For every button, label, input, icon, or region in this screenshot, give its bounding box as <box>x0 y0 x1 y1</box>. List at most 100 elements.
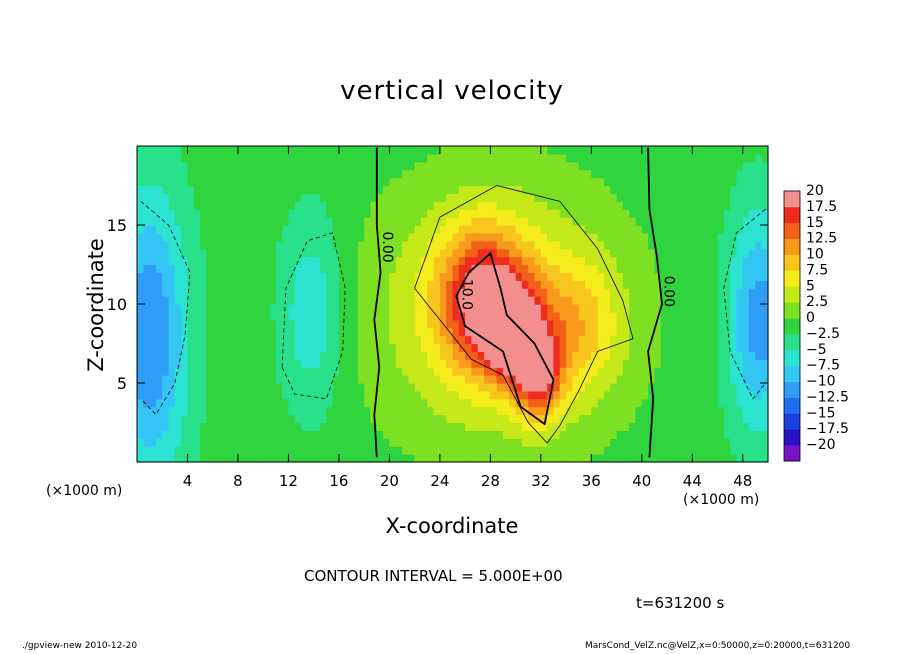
heatmap-cell <box>534 383 542 392</box>
heatmap-cell <box>237 398 245 408</box>
heatmap-cell <box>338 256 346 266</box>
heatmap-cell <box>521 398 529 408</box>
heatmap-cell <box>275 454 283 463</box>
heatmap-cell <box>458 390 466 400</box>
heatmap-cell <box>502 319 510 329</box>
heatmap-cell <box>168 169 176 179</box>
heatmap-cell <box>225 209 233 218</box>
heatmap-cell <box>641 454 649 463</box>
heatmap-cell <box>376 311 384 321</box>
heatmap-cell <box>490 367 498 376</box>
heatmap-cell <box>162 343 170 352</box>
heatmap-cell <box>679 288 687 297</box>
heatmap-cell <box>408 217 416 226</box>
heatmap-cell <box>736 177 744 187</box>
heatmap-cell <box>294 225 302 234</box>
heatmap-cell <box>269 422 277 431</box>
heatmap-cell <box>698 280 706 289</box>
heatmap-cell <box>641 319 649 329</box>
heatmap-cell <box>597 311 605 321</box>
heatmap-cell <box>332 367 340 376</box>
heatmap-cell <box>477 169 485 179</box>
heatmap-cell <box>610 311 618 321</box>
heatmap-cell <box>414 256 422 266</box>
heatmap-cell <box>332 430 340 439</box>
heatmap-cell <box>761 272 769 281</box>
heatmap-cell <box>282 327 290 337</box>
heatmap-cell <box>301 193 308 202</box>
heatmap-cell <box>181 422 189 431</box>
heatmap-cell <box>603 146 611 155</box>
heatmap-cell <box>679 256 687 266</box>
heatmap-cell <box>263 390 271 400</box>
heatmap-cell <box>338 248 346 258</box>
heatmap-cell <box>629 319 637 329</box>
heatmap-cell <box>622 367 630 376</box>
heatmap-cell <box>219 430 226 439</box>
heatmap-cell <box>187 232 195 242</box>
heatmap-cell <box>288 256 296 266</box>
heatmap-cell <box>282 430 290 439</box>
heatmap-cell <box>730 272 738 281</box>
heatmap-cell <box>723 454 731 463</box>
heatmap-cell <box>673 359 681 368</box>
heatmap-cell <box>275 288 283 297</box>
heatmap-cell <box>301 398 308 408</box>
heatmap-cell <box>685 177 693 187</box>
heatmap-cell <box>326 240 334 250</box>
heatmap-cell <box>673 454 681 463</box>
heatmap-cell <box>490 454 498 463</box>
heatmap-cell <box>137 343 144 352</box>
heatmap-cell <box>345 422 353 431</box>
heatmap-cell <box>723 438 731 447</box>
heatmap-cell <box>357 153 365 163</box>
heatmap-cell <box>357 161 365 171</box>
heatmap-cell <box>446 153 454 163</box>
heatmap-cell <box>566 319 573 329</box>
heatmap-cell <box>585 177 592 187</box>
heatmap-cell <box>654 209 662 218</box>
heatmap-cell <box>307 240 315 250</box>
heatmap-cell <box>534 153 542 163</box>
heatmap-cell <box>635 438 643 447</box>
heatmap-cell <box>736 311 744 321</box>
heatmap-cell <box>408 351 416 360</box>
heatmap-cell <box>244 201 252 210</box>
heatmap-cell <box>641 430 649 439</box>
heatmap-cell <box>137 351 144 360</box>
heatmap-cell <box>301 256 308 266</box>
heatmap-cell <box>654 225 662 234</box>
heatmap-cell <box>206 454 214 463</box>
heatmap-cell <box>219 201 226 210</box>
heatmap-cell <box>420 264 428 273</box>
heatmap-cell <box>698 146 706 155</box>
heatmap-cell <box>288 193 296 202</box>
heatmap-cell <box>200 446 208 455</box>
heatmap-cell <box>610 438 618 447</box>
heatmap-cell <box>376 367 384 376</box>
heatmap-cell <box>597 288 605 297</box>
heatmap-cell <box>540 390 548 400</box>
heatmap-cell <box>193 343 201 352</box>
heatmap-cell <box>402 280 409 289</box>
heatmap-cell <box>162 406 170 416</box>
heatmap-cell <box>433 351 441 360</box>
heatmap-cell <box>616 327 624 337</box>
heatmap-cell <box>679 296 687 305</box>
x-unit-label-left: (×1000 m) <box>46 483 123 499</box>
heatmap-cell <box>698 232 706 242</box>
heatmap-cell <box>742 359 750 368</box>
heatmap-cell <box>559 430 567 439</box>
heatmap-cell <box>332 169 340 179</box>
heatmap-cell <box>319 319 327 329</box>
heatmap-cell <box>534 256 542 266</box>
heatmap-cell <box>231 343 239 352</box>
heatmap-cell <box>155 304 163 313</box>
heatmap-cell <box>408 414 416 424</box>
heatmap-cell <box>616 161 624 171</box>
heatmap-cell <box>193 367 201 376</box>
heatmap-cell <box>534 390 542 400</box>
heatmap-cell <box>219 177 226 187</box>
heatmap-cell <box>137 161 144 171</box>
heatmap-cell <box>654 454 662 463</box>
